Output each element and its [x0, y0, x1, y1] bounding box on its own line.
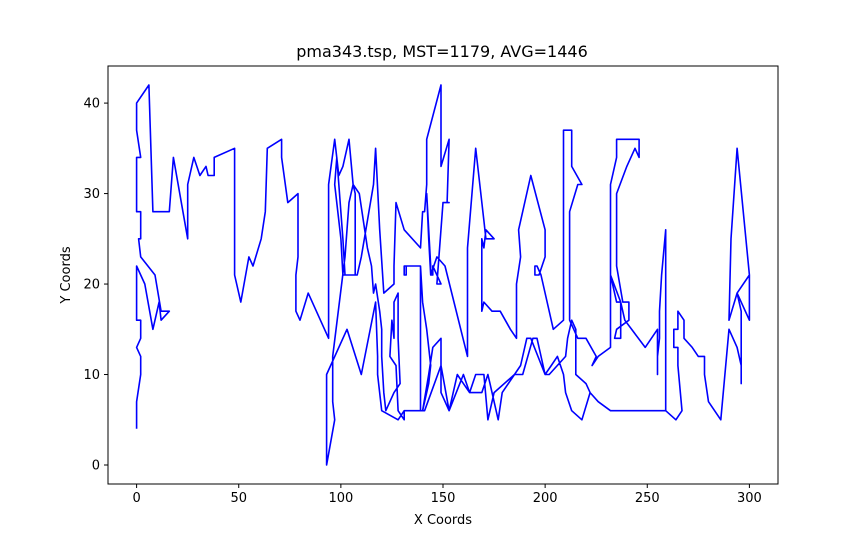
x-tick-label: 250 — [635, 491, 660, 506]
y-axis-label: Y Coords — [59, 246, 74, 304]
y-tick-label: 0 — [92, 459, 100, 474]
x-tick-label: 150 — [431, 491, 456, 506]
y-tick-label: 20 — [83, 278, 100, 293]
x-tick-label: 100 — [328, 491, 353, 506]
tour-path-line — [135, 84, 751, 466]
y-tick-label: 40 — [83, 97, 100, 112]
x-tick-label: 200 — [533, 491, 558, 506]
y-tick-label: 10 — [83, 368, 100, 383]
x-tick-label: 50 — [230, 491, 247, 506]
plot-area — [135, 84, 751, 466]
x-tick-label: 0 — [132, 491, 140, 506]
y-tick-label: 30 — [83, 187, 100, 202]
chart-title: pma343.tsp, MST=1179, AVG=1446 — [296, 42, 588, 61]
x-axis-label: X Coords — [414, 513, 472, 528]
x-tick-label: 300 — [737, 491, 762, 506]
axis-ticks: 0 50 100 150 200 250 300 0 10 20 30 40 — [83, 97, 761, 506]
